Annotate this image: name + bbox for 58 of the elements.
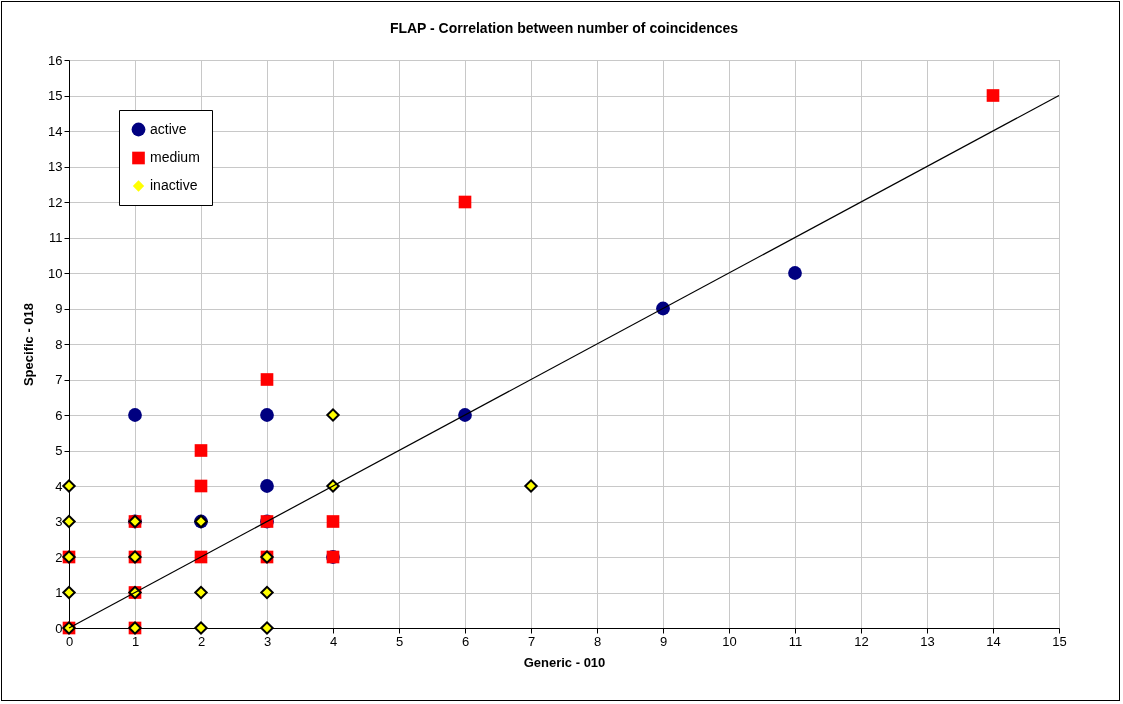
chart-title: FLAP - Correlation between number of coincidences xyxy=(389,20,739,36)
x-tick-label: 13 xyxy=(920,633,935,649)
point xyxy=(788,266,802,280)
point xyxy=(194,585,208,600)
point xyxy=(194,479,208,493)
point xyxy=(458,195,472,209)
x-tick-label: 6 xyxy=(461,633,470,649)
legend-label: inactive xyxy=(150,177,198,193)
point xyxy=(986,89,1000,102)
y-tick-label: 13 xyxy=(48,159,63,174)
y-tick-label: 10 xyxy=(48,265,63,281)
x-tick-label: 2 xyxy=(197,633,206,649)
point xyxy=(326,515,340,528)
x-tick-label: 10 xyxy=(722,633,737,649)
x-tick-label: 7 xyxy=(527,633,536,649)
x-tick-label: 5 xyxy=(395,633,404,649)
y-tick-label: 7 xyxy=(55,372,63,387)
y-tick-label: 14 xyxy=(48,123,63,139)
point xyxy=(260,408,274,422)
x-tick-label: 15 xyxy=(1052,633,1067,649)
x-tick-label: 1 xyxy=(131,633,140,649)
point xyxy=(524,479,538,493)
point xyxy=(62,514,76,529)
point xyxy=(326,408,340,422)
y-tick-label: 15 xyxy=(48,88,63,103)
x-tick-label: 0 xyxy=(65,633,74,649)
x-tick-label: 3 xyxy=(263,633,272,649)
x-tick-label: 14 xyxy=(986,633,1001,649)
point xyxy=(62,479,76,493)
point xyxy=(260,585,274,600)
point xyxy=(194,444,208,457)
y-tick-label: 4 xyxy=(55,478,63,494)
y-tick-label: 8 xyxy=(55,336,63,352)
y-tick-label: 1 xyxy=(55,585,63,600)
point xyxy=(260,373,274,386)
y-tick-label: 11 xyxy=(49,230,63,245)
y-tick-label: 0 xyxy=(55,620,63,636)
x-tick-label: 8 xyxy=(593,633,602,649)
x-tick-label: 11 xyxy=(788,633,803,649)
y-tick-label: 5 xyxy=(55,443,63,458)
x-tick-label: 9 xyxy=(659,633,668,649)
point xyxy=(62,585,76,600)
y-tick-label: 12 xyxy=(48,194,63,210)
x-tick-label: 12 xyxy=(854,633,869,649)
y-tick-label: 9 xyxy=(55,301,63,316)
point xyxy=(194,621,208,635)
y-tick-label: 3 xyxy=(55,514,63,529)
x-tick-label: 4 xyxy=(329,633,338,649)
legend-label: active xyxy=(150,120,187,137)
y-tick-label: 2 xyxy=(55,549,63,565)
point xyxy=(128,408,142,422)
y-tick-label: 6 xyxy=(55,407,63,423)
y-tick-label: 16 xyxy=(48,52,63,68)
x-axis-title: Generic - 010 xyxy=(523,654,606,670)
legend-label: medium xyxy=(150,149,200,165)
point xyxy=(260,621,274,635)
y-axis-title: Specific - 018 xyxy=(21,302,37,387)
point xyxy=(260,479,274,493)
